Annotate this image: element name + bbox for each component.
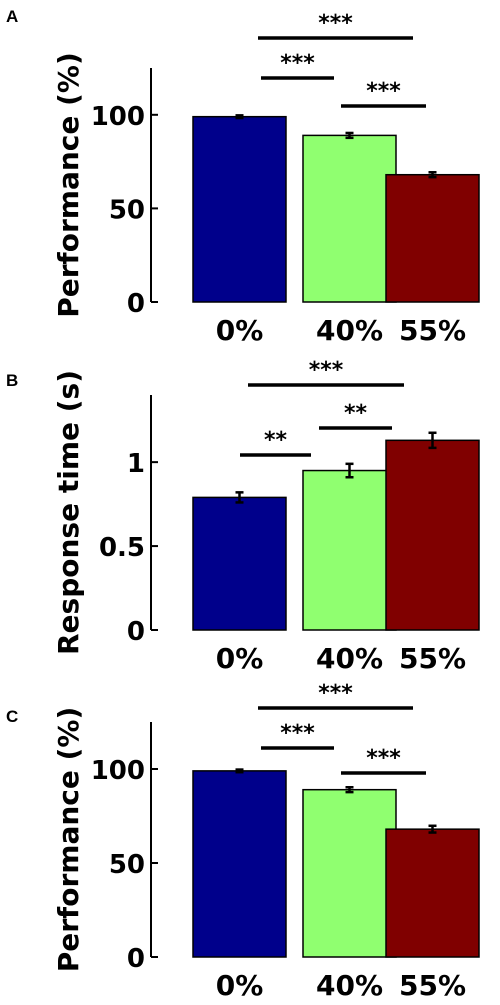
y-tick-label: 100 bbox=[91, 756, 145, 786]
y-tick-label: 0 bbox=[127, 944, 145, 974]
significance-label: *** bbox=[309, 358, 344, 383]
y-tick-label: 0 bbox=[127, 617, 145, 647]
y-tick-label: 100 bbox=[91, 102, 145, 132]
significance-label: ** bbox=[264, 428, 288, 453]
y-axis-label: Response time (s) bbox=[52, 370, 85, 655]
error-bar bbox=[235, 768, 244, 774]
x-tick-label: 0% bbox=[216, 642, 264, 675]
x-tick-label: 0% bbox=[216, 969, 264, 1002]
significance-label: *** bbox=[366, 79, 401, 104]
significance-label: *** bbox=[280, 721, 315, 746]
error-bar bbox=[345, 462, 354, 479]
y-tick-label: 50 bbox=[109, 850, 145, 880]
significance-label: *** bbox=[366, 746, 401, 771]
bar-0pct bbox=[192, 496, 287, 631]
error-bar bbox=[345, 785, 354, 794]
panel-letter: C bbox=[6, 707, 18, 726]
x-tick-label: 55% bbox=[399, 642, 466, 675]
error-bar bbox=[428, 824, 437, 834]
y-tick-label: 0 bbox=[127, 289, 145, 319]
bar-55pct bbox=[385, 173, 480, 303]
bar-55pct bbox=[385, 439, 480, 631]
error-bar bbox=[428, 431, 437, 450]
x-tick-label: 55% bbox=[399, 314, 466, 347]
significance-label: *** bbox=[280, 51, 315, 76]
x-tick-label: 0% bbox=[216, 314, 264, 347]
x-tick-label: 40% bbox=[316, 642, 383, 675]
error-bar bbox=[345, 131, 354, 140]
y-axis-label: Performance (%) bbox=[52, 707, 85, 973]
y-tick-label: 50 bbox=[109, 195, 145, 225]
significance-label: *** bbox=[318, 11, 353, 36]
x-tick-label: 55% bbox=[399, 969, 466, 1002]
x-tick-label: 40% bbox=[316, 969, 383, 1002]
bar-40pct bbox=[302, 134, 397, 303]
bar-55pct bbox=[385, 828, 480, 958]
panel-letter: A bbox=[6, 7, 18, 26]
y-axis-label: Performance (%) bbox=[52, 52, 85, 318]
x-tick-label: 40% bbox=[316, 314, 383, 347]
bar-0pct bbox=[192, 115, 287, 303]
bar-0pct bbox=[192, 770, 287, 958]
bar-40pct bbox=[302, 788, 397, 958]
y-tick-label: 0.5 bbox=[99, 533, 145, 563]
significance-label: *** bbox=[318, 681, 353, 706]
chart-panel-b: B Response time (s) 00.510% 40% 55%******* bbox=[6, 358, 480, 675]
bar-40pct bbox=[302, 469, 397, 631]
error-bar bbox=[428, 171, 437, 179]
y-tick-label: 1 bbox=[127, 449, 145, 479]
panel-letter: B bbox=[6, 371, 18, 390]
error-bar bbox=[235, 114, 244, 120]
error-bar bbox=[235, 491, 244, 504]
significance-label: ** bbox=[344, 401, 368, 426]
